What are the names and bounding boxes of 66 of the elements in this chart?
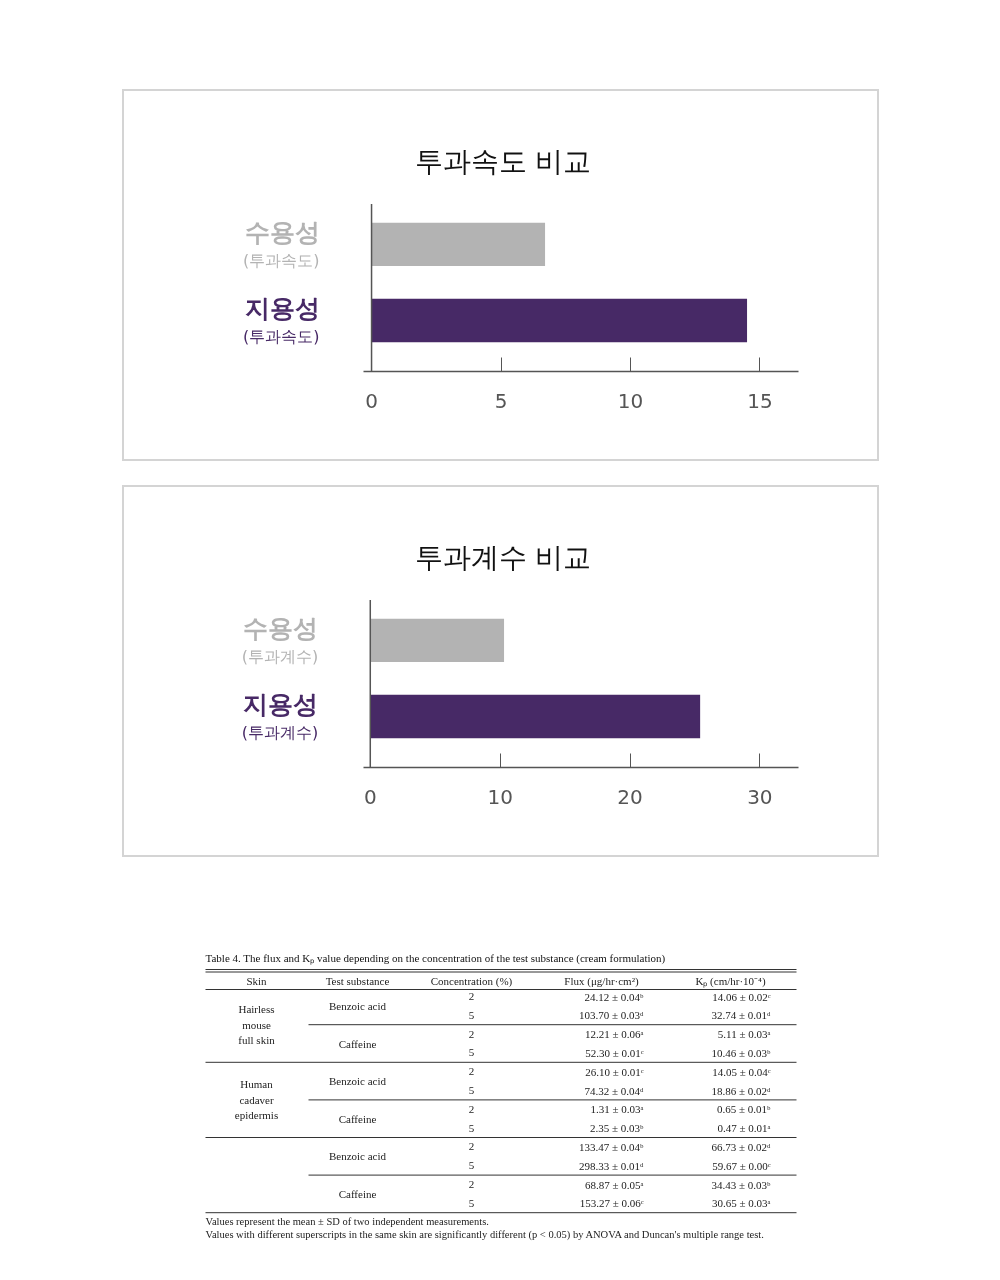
- text: Benzoic acid: [328, 1150, 387, 1163]
- text: Caffeine: [338, 1037, 377, 1050]
- text: 133.47 ± 0.04ᵇ: [579, 1140, 644, 1153]
- x-tick-label: 5: [494, 388, 508, 413]
- text: 5: [468, 1046, 475, 1059]
- text: 2: [468, 1065, 475, 1078]
- text: 153.27 ± 0.06ᶜ: [579, 1197, 644, 1210]
- x-tick-label: 10: [487, 784, 513, 809]
- x-tick-label: 20: [617, 784, 643, 809]
- text: Human cadaver epidermis: [234, 1078, 279, 1122]
- text: Caffeine: [338, 1187, 377, 1200]
- text: 14.06 ± 0.02ᶜ: [712, 990, 771, 1003]
- text: 298.33 ± 0.01ᵈ: [579, 1159, 644, 1172]
- y-tick-label: 지용성 (투과속도): [243, 293, 320, 346]
- x-tick-label: 0: [365, 388, 378, 413]
- text: 0.65 ± 0.01ᵇ: [717, 1103, 771, 1116]
- text: 18.86 ± 0.02ᵈ: [711, 1084, 771, 1097]
- text: 26.10 ± 0.01ᶜ: [585, 1065, 644, 1078]
- text: 2: [468, 1102, 475, 1115]
- category-label: Kₚ (cm/hr·10⁻⁴): [695, 974, 766, 988]
- text: 5: [468, 1008, 475, 1021]
- x-tick-label: 0: [363, 784, 377, 809]
- text: Benzoic acid: [328, 1075, 387, 1088]
- text: 103.70 ± 0.03ᵈ: [579, 1009, 644, 1022]
- category-label: Skin: [246, 974, 268, 987]
- text: Values with different superscripts in the same skin are significantly different (p < 0.05) by ANOVA and Duncan's multiple range test.: [205, 1229, 764, 1242]
- text: Caffeine: [338, 1112, 377, 1125]
- text: Hairless mouse full skin: [238, 1003, 275, 1047]
- text: 5: [468, 1121, 475, 1134]
- text: 0.47 ± 0.01ᵃ: [717, 1122, 771, 1135]
- text: Benzoic acid: [328, 999, 387, 1012]
- text: Table 4. The flux and Kₚ value depending on the concentration of the test substance (cream formulation): [205, 951, 666, 965]
- text: 30.65 ± 0.03ᵃ: [711, 1197, 771, 1210]
- text: 24.12 ± 0.04ᵇ: [584, 990, 644, 1003]
- x-tick-label: 30: [747, 784, 773, 809]
- x-tick-label: 10: [617, 388, 644, 413]
- text: 32.74 ± 0.01ᵈ: [711, 1009, 771, 1022]
- text: 34.43 ± 0.03ᵇ: [711, 1178, 771, 1191]
- category-label: Concentration (%): [430, 974, 513, 988]
- y-tick-label: 수용성 (투과계수): [241, 613, 319, 666]
- text: 59.67 ± 0.00ᶜ: [712, 1159, 771, 1172]
- text: 12.21 ± 0.06ᵃ: [584, 1028, 644, 1041]
- text: 5.11 ± 0.03ᵃ: [717, 1028, 771, 1041]
- text: 2: [468, 990, 475, 1002]
- text: 2.35 ± 0.03ᵇ: [590, 1122, 644, 1135]
- text: 66.73 ± 0.02ᵈ: [711, 1140, 771, 1153]
- text: 5: [468, 1159, 475, 1172]
- text: 14.05 ± 0.04ᶜ: [712, 1065, 771, 1078]
- text: 74.32 ± 0.04ᵈ: [584, 1084, 644, 1097]
- text: 2: [468, 1140, 475, 1153]
- text: Values represent the mean ± SD of two independent measurements.: [205, 1216, 489, 1228]
- text: 68.87 ± 0.05ᵃ: [584, 1178, 644, 1191]
- chart-title: 투과계수 비교: [414, 540, 592, 574]
- text: 1.31 ± 0.03ᵃ: [590, 1103, 644, 1116]
- category-label: Test substance: [325, 974, 390, 987]
- text: 2: [468, 1178, 475, 1190]
- text: 2: [468, 1027, 475, 1040]
- chart-title: 투과속도 비교: [414, 144, 592, 178]
- text: 5: [468, 1084, 475, 1096]
- text: 5: [468, 1196, 475, 1209]
- category-label: Flux (μg/hr·cm²): [564, 974, 639, 988]
- text: 52.30 ± 0.01ᶜ: [585, 1046, 644, 1059]
- y-tick-label: 수용성 (투과속도): [243, 217, 320, 270]
- text: 10.46 ± 0.03ᵇ: [711, 1046, 771, 1059]
- y-tick-label: 지용성 (투과계수): [241, 689, 319, 742]
- x-tick-label: 15: [747, 388, 773, 413]
